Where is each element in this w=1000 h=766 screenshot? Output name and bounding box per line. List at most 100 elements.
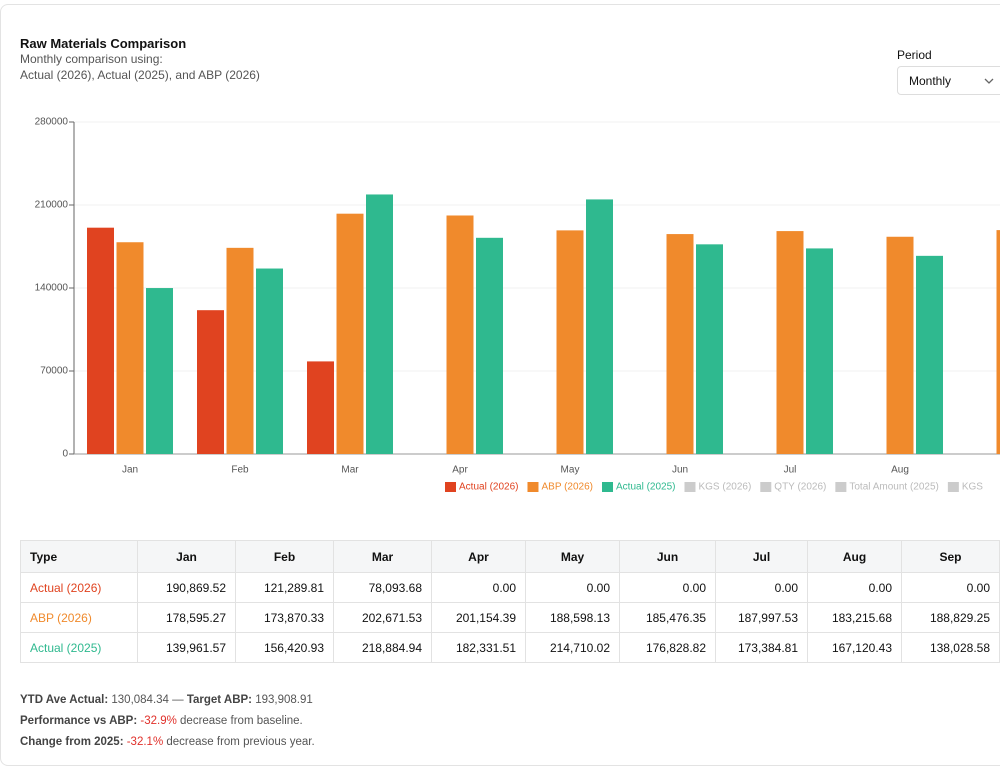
period-value: Monthly [909,74,951,88]
legend-swatch [760,482,771,492]
value-cell: 167,120.43 [808,633,902,663]
summary-line: YTD Ave Actual: 130,084.34 — Target ABP:… [20,694,313,706]
value-cell: 202,671.53 [334,603,432,633]
value-cell: 185,476.35 [620,603,716,633]
value-cell: 121,289.81 [236,573,334,603]
bar [777,231,804,454]
bar [557,230,584,454]
legend-swatch [948,482,959,492]
value-cell: 188,598.13 [526,603,620,633]
y-tick-label: 210000 [35,200,69,211]
bar [366,194,393,454]
y-tick-label: 70000 [40,366,68,377]
value-cell: 0.00 [716,573,808,603]
value-cell: 156,420.93 [236,633,334,663]
summary-text: -32.9% [137,715,177,727]
bar [476,238,503,454]
legend-swatch [835,482,846,492]
x-tick-label: May [561,465,580,476]
period-label: Period [897,48,932,62]
page: Raw Materials Comparison Monthly compari… [0,0,1000,750]
legend-swatch [445,482,456,492]
legend-swatch [684,482,695,492]
value-cell: 0.00 [902,573,1000,603]
header-cell: Apr [432,541,526,573]
value-cell: 138,028.58 [902,633,1000,663]
value-cell: 188,829.25 [902,603,1000,633]
value-cell: 0.00 [808,573,902,603]
x-tick-label: Aug [891,465,909,476]
x-tick-label: Mar [341,465,359,476]
legend-label: Total Amount (2025) [849,482,939,493]
bar [146,288,173,454]
legend-label: QTY (2026) [774,482,826,493]
bar [997,230,1000,454]
x-tick-label: Apr [452,465,468,476]
period-select[interactable]: Monthly [897,66,1000,95]
legend-label: KGS (2026) [698,482,751,493]
summary-text: Change from 2025: [20,736,124,748]
header-cell: Type [21,541,138,573]
subtitle: Monthly comparison using: [20,52,163,66]
legend-label: ABP (2026) [541,482,593,493]
x-tick-label: Jan [122,465,138,476]
header-cell: Jul [716,541,808,573]
bar [586,199,613,454]
value-cell: 214,710.02 [526,633,620,663]
type-cell: ABP (2026) [21,603,138,633]
chart: 0 70000 140000 210000 280000 Jan Feb Mar Apr May J… [0,100,1000,500]
value-cell: 78,093.68 [334,573,432,603]
summary-text: decrease from previous year. [163,736,315,748]
bar [197,310,224,454]
bar [227,248,254,454]
x-tick-label: Jun [672,465,688,476]
x-tick-label: Jul [784,465,797,476]
summary-text: 193,908.91 [252,694,313,706]
bar [696,244,723,454]
value-cell: 176,828.82 [620,633,716,663]
type-cell: Actual (2025) [21,633,138,663]
y-tick-label: 280000 [35,117,69,128]
value-cell: 187,997.53 [716,603,808,633]
bar [806,248,833,454]
summary-text: YTD Ave Actual: [20,694,108,706]
legend-label: Actual (2026) [459,482,518,493]
y-tick-label: 0 [62,449,68,460]
value-cell: 190,869.52 [138,573,236,603]
y-tick-label: 140000 [35,283,69,294]
bar [256,269,283,454]
value-cell: 218,884.94 [334,633,432,663]
bar [916,256,943,454]
header-cell: Sep [902,541,1000,573]
value-cell: 178,595.27 [138,603,236,633]
value-cell: 0.00 [526,573,620,603]
header-cell: Mar [334,541,432,573]
header-cell: Jan [138,541,236,573]
title: Raw Materials Comparison [20,36,186,51]
bar [447,215,474,454]
bar [887,237,914,454]
bar [87,228,114,454]
value-cell: 173,384.81 [716,633,808,663]
summary-text: decrease from baseline. [177,715,303,727]
summary-text: -32.1% [124,736,164,748]
value-cell: 0.00 [432,573,526,603]
type-cell: Actual (2026) [21,573,138,603]
value-cell: 183,215.68 [808,603,902,633]
header-cell: Aug [808,541,902,573]
legend-label: Actual (2025) [616,482,675,493]
summary-line: Change from 2025: -32.1% decrease from p… [20,736,315,748]
x-tick-label: Feb [231,465,249,476]
subtitle: Actual (2026), Actual (2025), and ABP (2… [20,68,260,82]
value-cell: 0.00 [620,573,716,603]
value-cell: 201,154.39 [432,603,526,633]
legend-swatch [527,482,538,492]
header-cell: Jun [620,541,716,573]
value-cell: 139,961.57 [138,633,236,663]
legend-label: KGS [962,482,983,493]
bar [117,242,144,454]
